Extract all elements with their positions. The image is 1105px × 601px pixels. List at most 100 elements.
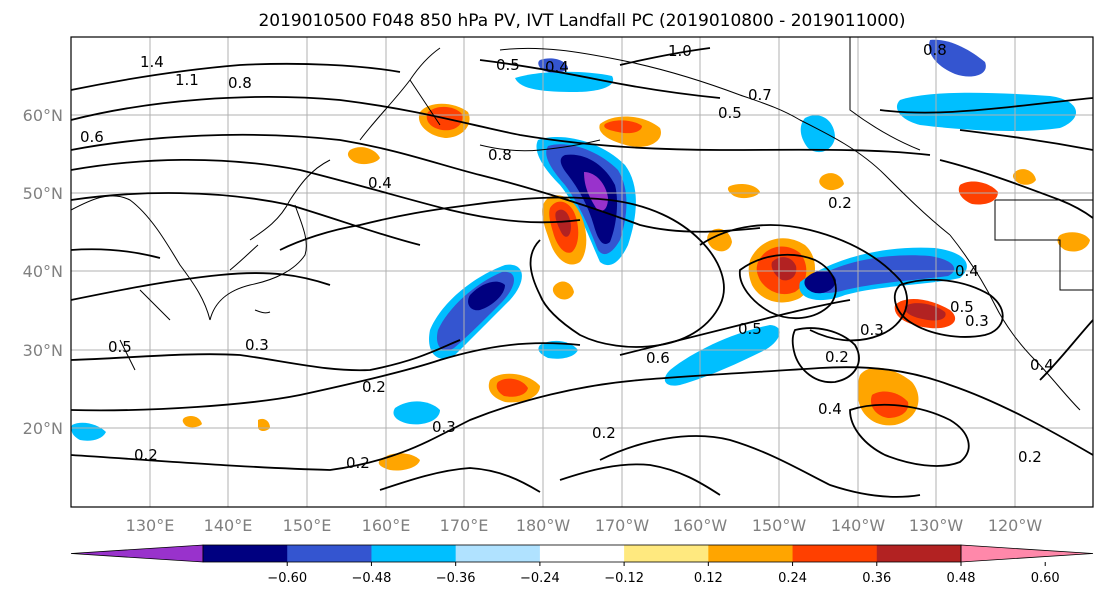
pos-anomaly-near-coast: [1012, 169, 1036, 185]
coastline-islands: [119, 289, 271, 371]
lat-tick-label: 40°N: [23, 262, 63, 281]
contour-label: 0.5: [738, 320, 762, 338]
lon-tick-label: 140°E: [204, 516, 253, 535]
contour-label: 0.7: [748, 86, 772, 104]
lon-tick-label: 130°W: [909, 516, 964, 535]
neg-anomaly-south: [393, 401, 440, 425]
contour-label: 1.4: [140, 53, 164, 71]
contour-label: 1.0: [668, 42, 692, 60]
colorbar-segment: [455, 545, 541, 562]
colorbar-segment: [708, 545, 794, 562]
pos-anomaly-aleutian-peak: [555, 209, 571, 237]
contour-label: 0.4: [955, 262, 979, 280]
contour-label: 0.8: [488, 146, 512, 164]
neg-anomaly-far-west: [71, 422, 106, 441]
pos-anomaly-coast-south: [1057, 232, 1090, 252]
pos-anomaly-south-core: [496, 378, 528, 397]
lat-tick-labels: 20°N 30°N 40°N 50°N 60°N: [23, 106, 63, 438]
pos-anomaly-small-southwest: [182, 416, 202, 428]
contour-label: 1.1: [175, 71, 199, 89]
lon-tick-label: 170°W: [595, 516, 650, 535]
neg-anomaly-aleutian-peak: [584, 172, 608, 211]
neg-band-central-core: [468, 281, 505, 311]
lat-tick-label: 30°N: [23, 341, 63, 360]
coastline-kamchatka: [359, 47, 441, 141]
contour-label: 0.3: [860, 321, 884, 339]
contour-label: 0.2: [828, 194, 852, 212]
map-frame: [70, 36, 1094, 508]
contour-label: 0.5: [718, 104, 742, 122]
lon-tick-label: 150°W: [752, 516, 807, 535]
pos-anomaly-east-peak: [771, 257, 797, 281]
colorbar-tick-label: 0.36: [862, 571, 891, 586]
contour-label: 0.4: [818, 400, 842, 418]
pos-anomaly-northwest: [347, 147, 380, 165]
lat-tick-label: 20°N: [23, 419, 63, 438]
colorbar-segment: [876, 545, 962, 562]
lon-tick-labels: 130°E 140°E 150°E 160°E 170°E 180°W 170°…: [126, 516, 1043, 535]
contour-label: 0.3: [432, 418, 456, 436]
contour-label: 0.3: [965, 312, 989, 330]
lon-tick-label: 130°E: [126, 516, 175, 535]
contour-label: 0.2: [134, 446, 158, 464]
colorbar-tick-label: 0.24: [778, 571, 807, 586]
lon-tick-label: 150°E: [283, 516, 332, 535]
lon-tick-label: 170°E: [440, 516, 489, 535]
contour-label: 0.3: [245, 336, 269, 354]
neg-anomaly-aleutian-core: [560, 154, 618, 245]
contour-label: 0.8: [228, 74, 252, 92]
lon-tick-label: 120°W: [988, 516, 1043, 535]
colorbar-segment: [792, 545, 878, 562]
coastline-west-coast: [949, 234, 1081, 411]
colorbar-tick-label: 0.48: [947, 571, 976, 586]
colorbar-tick-label: 0.12: [694, 571, 723, 586]
map-panel: 1.4 1.1 0.8 1.0 0.4 0.8 0.5 0.7 0.5 0.8 …: [70, 36, 1094, 508]
lat-tick-label: 50°N: [23, 184, 63, 203]
pos-anomaly-west: [707, 228, 732, 252]
colorbar-extend-high: [960, 544, 1094, 563]
contour-label: 0.6: [80, 128, 104, 146]
contour-label: 0.4: [545, 58, 569, 76]
neg-anomaly-northwest: [929, 39, 986, 77]
colorbar-tick-label: −0.12: [604, 571, 644, 586]
border-us-canada: [994, 199, 1093, 291]
border-alaska-canada: [849, 37, 921, 151]
colorbar-tick-label: 0.60: [1031, 571, 1060, 586]
lon-tick-label: 180°W: [516, 516, 571, 535]
neg-band-east-core: [804, 270, 836, 294]
pos-anomaly-central: [552, 281, 574, 300]
colorbar-segment: [371, 545, 457, 562]
colorbar: −0.60 −0.48 −0.36 −0.24 −0.12 0.12 0.24 0.36 0.4…: [70, 544, 1094, 586]
lat-tick-label: 60°N: [23, 106, 63, 125]
colorbar-tick-label: −0.60: [267, 571, 307, 586]
contour-lines: [70, 47, 1094, 498]
contour-label: 0.2: [346, 454, 370, 472]
colorbar-segment: [287, 545, 372, 562]
colorbar-segment: [203, 545, 288, 562]
colorbar-tick-label: −0.36: [436, 571, 476, 586]
contour-label: 0.2: [592, 424, 616, 442]
contour-label: 0.2: [825, 348, 849, 366]
contour-label: 0.4: [1030, 356, 1054, 374]
colorbar-tick-label: −0.48: [352, 571, 392, 586]
lon-tick-label: 160°E: [362, 516, 411, 535]
pos-anomaly-offshore-core: [904, 303, 946, 321]
neg-band-subtropical: [664, 325, 780, 386]
colorbar-segment: [624, 545, 709, 562]
neg-anomaly-alaska: [515, 71, 614, 92]
contour-label: 0.2: [1018, 448, 1042, 466]
contour-label: 0.8: [923, 41, 947, 59]
colorbar-segment: [539, 545, 625, 562]
lon-tick-label: 160°W: [673, 516, 728, 535]
shaded-fields: [71, 39, 1090, 471]
contour-labels: 1.4 1.1 0.8 1.0 0.4 0.8 0.5 0.7 0.5 0.8 …: [80, 41, 1054, 472]
coastline-japan: [229, 159, 331, 271]
colorbar-outline: [202, 544, 962, 563]
contour-label: 0.5: [496, 56, 520, 74]
pos-anomaly-gulf-small: [819, 173, 844, 191]
neg-anomaly-gulf-alaska: [896, 92, 1077, 132]
contour-label: 0.2: [362, 378, 386, 396]
contour-label: 0.5: [950, 298, 974, 316]
lon-tick-label: 140°W: [831, 516, 886, 535]
